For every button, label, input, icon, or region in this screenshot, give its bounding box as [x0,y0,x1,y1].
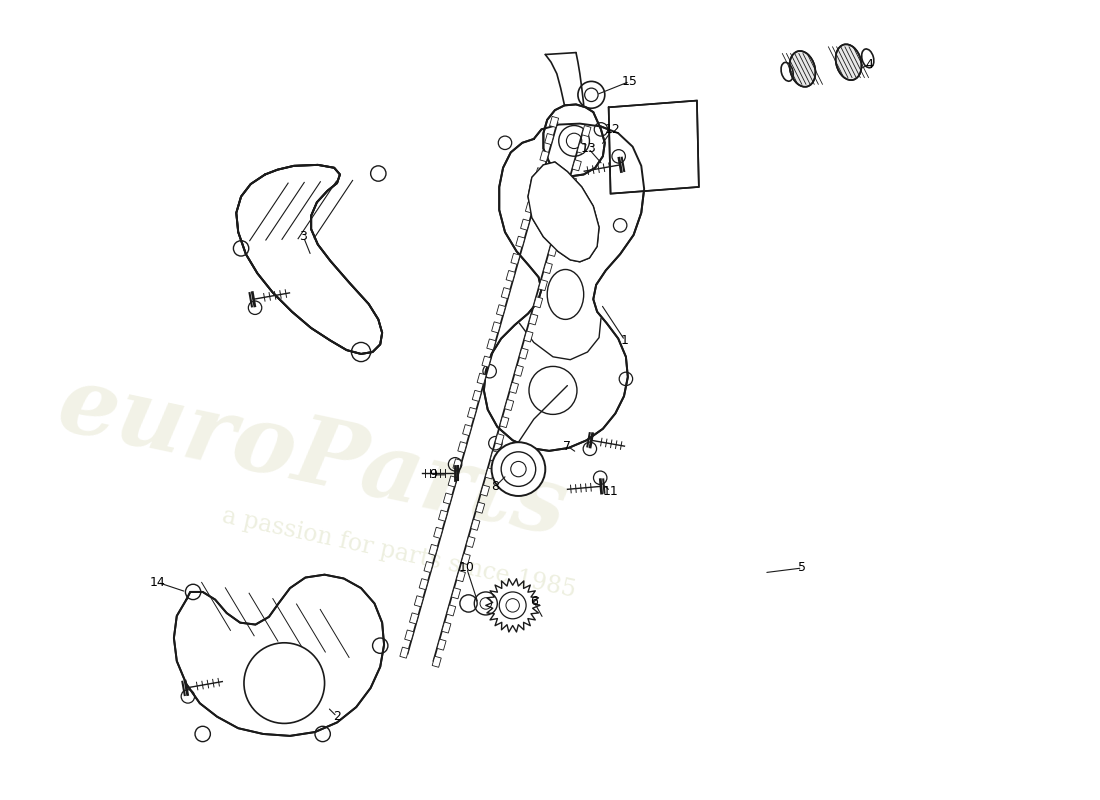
Polygon shape [439,510,448,522]
Polygon shape [540,150,549,162]
Text: 11: 11 [603,485,618,498]
Text: 2: 2 [333,710,341,723]
Polygon shape [472,390,482,402]
Text: 10: 10 [459,562,474,574]
Polygon shape [415,596,424,607]
Polygon shape [485,468,494,479]
Polygon shape [526,202,535,213]
Text: a passion for parts since 1985: a passion for parts since 1985 [220,505,579,602]
Polygon shape [432,656,441,667]
Polygon shape [520,219,529,230]
Polygon shape [568,177,576,188]
Polygon shape [463,425,472,436]
Polygon shape [453,458,462,470]
Polygon shape [482,356,491,367]
Polygon shape [548,246,557,257]
Text: euroParts: euroParts [51,360,575,555]
Polygon shape [544,134,553,145]
Polygon shape [487,339,496,350]
Text: 6: 6 [530,595,538,608]
Polygon shape [543,105,605,176]
Text: 14: 14 [150,576,165,589]
Polygon shape [442,622,451,633]
Polygon shape [419,578,428,590]
Polygon shape [505,399,514,410]
Polygon shape [538,279,548,290]
Text: 5: 5 [799,562,806,574]
Polygon shape [495,434,504,445]
Polygon shape [447,605,455,616]
Polygon shape [516,236,525,247]
Polygon shape [405,630,414,641]
Polygon shape [424,562,433,573]
Polygon shape [510,254,520,265]
Polygon shape [582,126,591,137]
Polygon shape [443,493,452,504]
Polygon shape [477,373,486,384]
Polygon shape [608,101,698,194]
Polygon shape [458,442,466,453]
Text: 12: 12 [605,123,620,136]
Polygon shape [409,613,419,624]
Polygon shape [550,116,559,127]
Polygon shape [530,185,539,196]
Polygon shape [572,160,581,171]
Polygon shape [543,262,552,274]
Polygon shape [481,485,490,496]
Polygon shape [578,142,586,154]
Polygon shape [468,407,476,418]
Polygon shape [471,519,480,530]
Polygon shape [451,588,461,599]
Polygon shape [509,382,518,394]
Polygon shape [534,297,542,308]
Text: 9: 9 [429,468,437,482]
Ellipse shape [836,44,861,80]
Polygon shape [506,270,515,282]
Polygon shape [484,124,645,451]
Polygon shape [437,639,447,650]
Text: 13: 13 [581,142,596,155]
Polygon shape [529,314,538,325]
Polygon shape [524,331,534,342]
Text: 4: 4 [866,58,873,70]
Polygon shape [174,574,384,736]
Polygon shape [535,168,544,179]
Polygon shape [519,348,528,359]
Ellipse shape [790,51,815,87]
Polygon shape [399,647,409,658]
Polygon shape [433,527,442,538]
Text: 7: 7 [563,439,571,453]
Text: 1: 1 [621,334,629,347]
Polygon shape [562,194,572,205]
Polygon shape [461,554,470,565]
Polygon shape [448,476,458,487]
Polygon shape [491,450,499,462]
Circle shape [492,442,546,496]
Polygon shape [499,417,509,428]
Polygon shape [236,165,382,354]
Text: 3: 3 [299,230,307,243]
Polygon shape [558,211,566,222]
Polygon shape [456,570,465,582]
Text: 8: 8 [492,480,499,493]
Polygon shape [429,544,438,555]
Polygon shape [466,536,475,547]
Text: 15: 15 [621,75,638,88]
Polygon shape [528,162,600,262]
Polygon shape [475,502,485,514]
Polygon shape [515,365,524,376]
Polygon shape [492,322,500,333]
Polygon shape [502,287,510,298]
Polygon shape [553,228,562,239]
Polygon shape [496,305,506,316]
